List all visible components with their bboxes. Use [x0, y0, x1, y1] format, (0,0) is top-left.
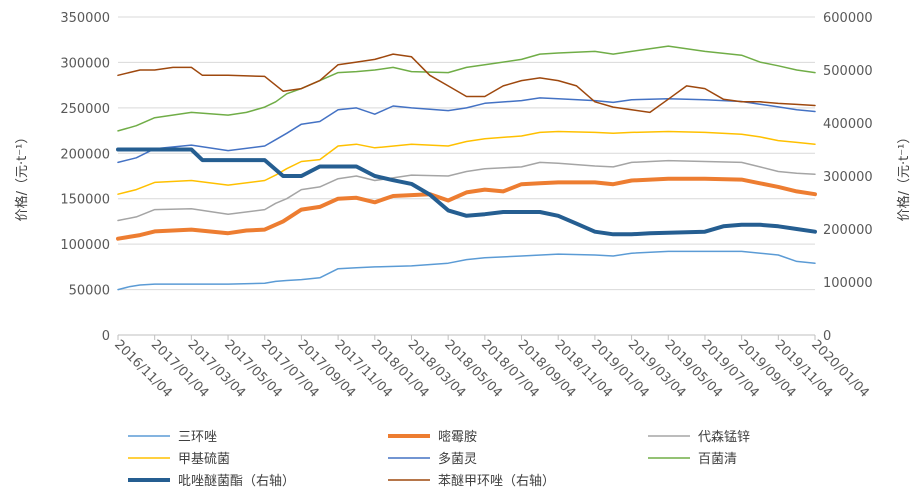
- y-left-tick-label: 350000: [60, 11, 110, 26]
- y-left-tick-label: 200000: [60, 147, 110, 162]
- legend-label: 嘧霉胺: [438, 430, 477, 445]
- y-left-axis-title: 价格/（元·t⁻¹）: [14, 131, 30, 222]
- y-right-tick-label: 100000: [823, 276, 873, 291]
- y-right-tick-label: 400000: [823, 117, 873, 132]
- legend-label: 代森锰锌: [698, 430, 750, 445]
- series-line-2: [117, 159, 816, 222]
- series-line-7: [117, 53, 816, 114]
- legend-label: 吡唑醚菌酯（右轴）: [178, 473, 295, 489]
- series-line-4: [117, 97, 816, 164]
- series-line-1: [116, 176, 817, 241]
- series-line-3: [117, 130, 816, 195]
- y-right-tick-label: 500000: [823, 64, 873, 79]
- legend-label: 多菌灵: [438, 451, 477, 467]
- y-right-tick-label: 600000: [823, 11, 873, 26]
- y-left-tick-label: 300000: [60, 56, 110, 71]
- legend-label: 百菌清: [698, 452, 737, 467]
- legend-label: 苯醚甲环唑（右轴）: [438, 473, 555, 489]
- legend-label: 甲基硫菌: [178, 452, 230, 467]
- series-line-5: [117, 45, 816, 132]
- series-lines: [116, 45, 817, 291]
- y-left-tick-label: 250000: [60, 102, 110, 117]
- series-line-6: [116, 147, 817, 237]
- gridlines: [118, 16, 815, 336]
- y-right-tick-label: 200000: [823, 223, 873, 238]
- series-line-0: [117, 250, 816, 291]
- y-left-tick-label: 0: [102, 329, 110, 344]
- y-left-tick-label: 50000: [69, 284, 110, 299]
- y-right-axis-title: 价格/（元·t⁻¹）: [896, 131, 912, 222]
- y-right-tick-label: 0: [823, 329, 831, 344]
- legend-label: 三环唑: [178, 429, 217, 445]
- y-left-tick-label: 100000: [60, 238, 110, 253]
- y-right-tick-label: 300000: [823, 170, 873, 185]
- y-left-tick-label: 150000: [60, 193, 110, 208]
